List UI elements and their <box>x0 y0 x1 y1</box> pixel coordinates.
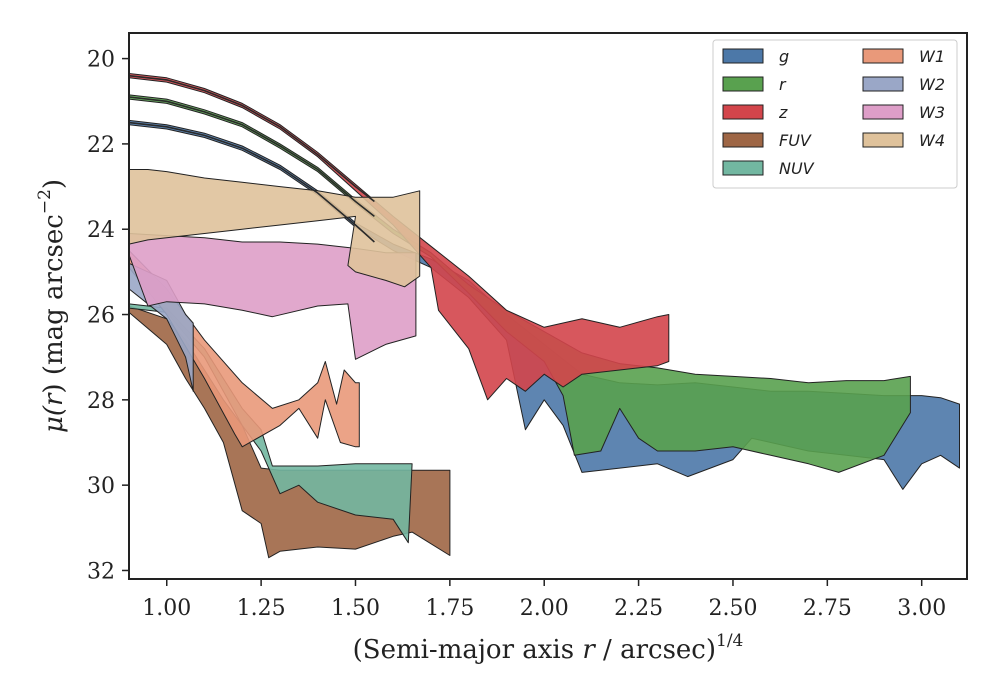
legend-label-NUV: NUV <box>779 159 815 178</box>
x-tick-label: 2.75 <box>803 596 852 621</box>
area-W4 <box>128 169 421 288</box>
legend-swatch-W3 <box>862 104 904 120</box>
legend-swatch-W2 <box>862 76 904 92</box>
legend-label-W2: W2 <box>919 75 945 94</box>
y-tick-label: 20 <box>87 48 115 73</box>
x-tick-label: 1.75 <box>425 596 474 621</box>
legend-swatch-NUV <box>722 160 764 176</box>
x-tick-label: 3.00 <box>897 596 946 621</box>
legend-label-z: z <box>778 103 788 122</box>
legend-label-FUV: FUV <box>779 131 812 150</box>
legend-label-r: r <box>779 75 787 94</box>
legend-label-W1: W1 <box>919 47 945 66</box>
y-tick-label: 24 <box>87 218 115 243</box>
plot-frame <box>128 32 968 580</box>
legend-swatch-g <box>722 48 764 64</box>
legend-swatch-z <box>722 104 764 120</box>
y-tick-label: 30 <box>87 474 115 499</box>
x-tick-label: 1.25 <box>237 596 286 621</box>
legend-swatch-r <box>722 76 764 92</box>
area-z <box>128 73 670 401</box>
x-tick-label: 2.00 <box>520 596 569 621</box>
legend-swatch-FUV <box>722 132 764 148</box>
legend-label-W4: W4 <box>919 131 945 150</box>
legend-label-g: g <box>779 47 789 66</box>
x-tick-label: 1.50 <box>331 596 380 621</box>
legend-label-W3: W3 <box>919 103 945 122</box>
x-axis-ticks: 1.00 1.25 1.50 1.75 2.00 2.25 2.50 2.75 3.00 <box>142 579 946 621</box>
x-tick-label: 2.25 <box>614 596 663 621</box>
y-tick-label: 26 <box>87 304 115 329</box>
area-W3 <box>128 233 417 360</box>
x-tick-label: 2.50 <box>708 596 757 621</box>
legend-items: grz FUV NUV W1 W2 W3 W4 <box>722 47 945 178</box>
legend-swatch-W1 <box>862 48 904 64</box>
r-line <box>128 96 375 218</box>
y-tick-label: 28 <box>87 389 115 414</box>
x-tick-label: 1.00 <box>142 596 191 621</box>
y-tick-label: 32 <box>87 559 115 584</box>
z-line <box>128 74 375 203</box>
x-axis-title: (Semi-major axis r / arcsec)1/4 <box>353 631 744 665</box>
legend-swatch-W4 <box>862 132 904 148</box>
y-axis-title: μ(r) (mag arcsec−2) <box>35 179 69 433</box>
series-areas <box>128 73 960 559</box>
g-line <box>128 121 375 243</box>
y-tick-label: 22 <box>87 133 115 158</box>
area-W1 <box>128 250 360 448</box>
legend: grz FUV NUV W1 W2 W3 W4 <box>712 39 958 189</box>
series-lines <box>128 74 375 243</box>
y-axis-ticks: 20 22 24 26 28 30 32 <box>87 48 129 584</box>
